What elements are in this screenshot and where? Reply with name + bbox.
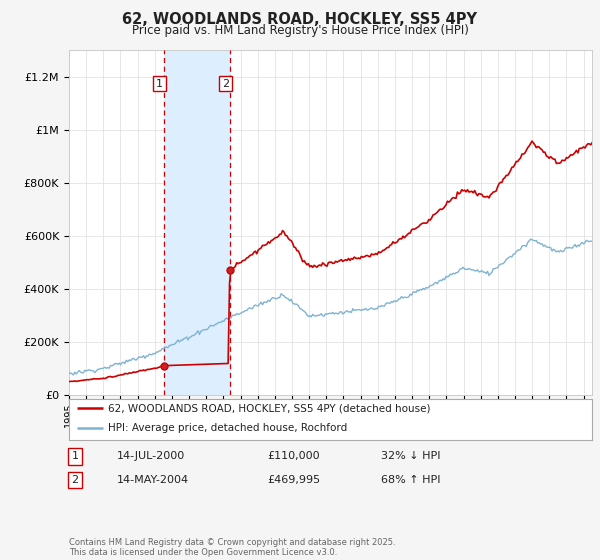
Text: HPI: Average price, detached house, Rochford: HPI: Average price, detached house, Roch… bbox=[108, 423, 347, 433]
Text: 62, WOODLANDS ROAD, HOCKLEY, SS5 4PY: 62, WOODLANDS ROAD, HOCKLEY, SS5 4PY bbox=[122, 12, 478, 27]
Text: £469,995: £469,995 bbox=[267, 475, 320, 485]
Text: £110,000: £110,000 bbox=[267, 451, 320, 461]
Text: 1: 1 bbox=[71, 451, 79, 461]
Text: 14-JUL-2000: 14-JUL-2000 bbox=[117, 451, 185, 461]
Text: 68% ↑ HPI: 68% ↑ HPI bbox=[381, 475, 440, 485]
Text: 2: 2 bbox=[71, 475, 79, 485]
Text: 62, WOODLANDS ROAD, HOCKLEY, SS5 4PY (detached house): 62, WOODLANDS ROAD, HOCKLEY, SS5 4PY (de… bbox=[108, 403, 431, 413]
Text: Price paid vs. HM Land Registry's House Price Index (HPI): Price paid vs. HM Land Registry's House … bbox=[131, 24, 469, 36]
Text: Contains HM Land Registry data © Crown copyright and database right 2025.
This d: Contains HM Land Registry data © Crown c… bbox=[69, 538, 395, 557]
Text: 2: 2 bbox=[222, 78, 229, 88]
Text: 32% ↓ HPI: 32% ↓ HPI bbox=[381, 451, 440, 461]
Bar bbox=[164, 50, 230, 395]
Text: 1: 1 bbox=[156, 78, 163, 88]
Text: 14-MAY-2004: 14-MAY-2004 bbox=[117, 475, 189, 485]
